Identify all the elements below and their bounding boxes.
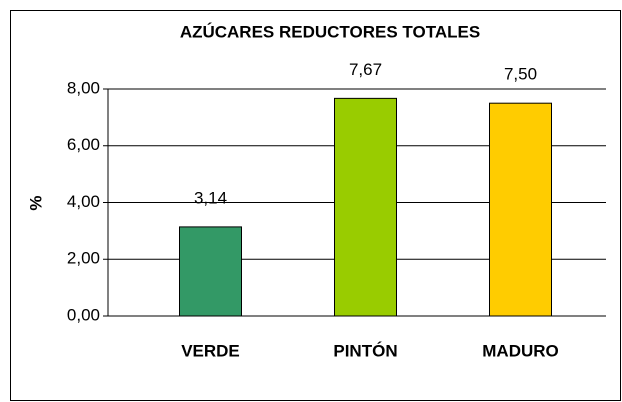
- y-tick-label: 6,00: [67, 135, 100, 154]
- y-tick-label: 4,00: [67, 192, 100, 211]
- data-label: 3,14: [194, 188, 227, 207]
- y-axis-label: %: [26, 195, 45, 210]
- x-tick-label: MADURO: [482, 341, 559, 360]
- data-label: 7,67: [349, 60, 382, 79]
- y-tick-label: 8,00: [67, 78, 100, 97]
- chart-title: AZÚCARES REDUCTORES TOTALES: [180, 22, 480, 41]
- y-tick-label: 2,00: [67, 249, 100, 268]
- y-tick-label: 0,00: [67, 305, 100, 324]
- bar: [334, 97, 397, 317]
- x-tick-label: VERDE: [181, 341, 240, 360]
- bar: [179, 226, 242, 317]
- x-tick-label: PINTÓN: [333, 341, 397, 360]
- bar: [489, 102, 552, 317]
- data-label: 7,50: [504, 65, 537, 84]
